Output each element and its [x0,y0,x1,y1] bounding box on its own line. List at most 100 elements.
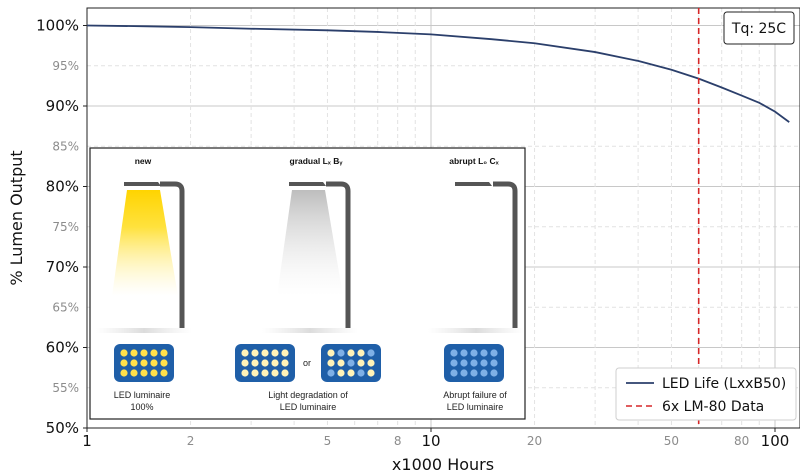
street-lamp-head [289,182,326,186]
inset-title-abrupt: abrupt L₀ Cₓ [449,156,499,166]
inset-caption-gradual-line1: Light degradation of [268,390,348,400]
led-dot [160,349,168,357]
led-dot [327,349,335,357]
x-tick-label-minor: 8 [394,434,402,448]
led-dot [490,349,498,357]
y-tick-label: 80% [46,178,79,196]
svg-text:Tq: 25C: Tq: 25C [731,21,786,37]
led-dot [480,369,488,377]
led-dot [160,369,168,377]
led-dot [271,349,279,357]
y-tick-label: 60% [46,339,79,357]
led-dots-partial [327,349,375,377]
led-dot [460,349,468,357]
led-dot [357,359,365,367]
led-dot [347,359,355,367]
led-dot [140,349,148,357]
street-lamp-pole [326,181,351,328]
led-dots-dimmed [241,349,289,377]
street-lamp-head [124,182,161,186]
led-dot [261,369,269,377]
led-dot [120,369,128,377]
led-dot [140,359,148,367]
inset-title-gradual: gradual Lₓ Bᵧ [290,156,344,166]
led-dot [327,359,335,367]
led-dot [271,359,279,367]
ground-line [96,328,192,333]
luminaire-inset: new LED luminaire 100% gradual Lₓ Bᵧ or … [89,147,526,420]
inset-caption-abrupt-line1: Abrupt failure of [443,390,507,400]
led-dot [150,359,158,367]
led-dot [460,369,468,377]
led-dot [337,349,345,357]
led-dot [241,359,249,367]
street-lamp-pole [160,181,185,328]
led-dot [470,369,478,377]
led-dot [261,349,269,357]
led-dots-off [450,349,498,377]
led-dot [140,369,148,377]
led-dot [450,369,458,377]
x-tick-label: 1 [82,432,92,450]
led-dot [357,369,365,377]
led-dot [337,359,345,367]
inset-title-new: new [135,156,152,166]
ground-line [428,328,524,333]
light-beam-degraded [277,190,343,296]
x-tick-label-minor: 5 [324,434,332,448]
led-dot [327,369,335,377]
led-dot [470,349,478,357]
led-dot [120,349,128,357]
series-line-led-life [87,24,790,123]
x-tick-label-minor: 50 [664,434,679,448]
led-dot [130,349,138,357]
inset-caption-new-line2: 100% [130,402,153,412]
y-tick-label-minor: 75% [52,220,79,234]
inset-panel-gradual: gradual Lₓ Bᵧ or Light degradation of LE… [235,156,381,412]
legend: LED Life (LxxB50) 6x LM-80 Data [615,367,797,421]
led-dot [460,359,468,367]
y-tick-label: 70% [46,258,79,276]
led-dot [357,349,365,357]
inset-caption-abrupt-line2: LED luminaire [447,402,504,412]
x-tick-label-minor: 20 [527,434,542,448]
y-tick-label-minor: 55% [52,381,79,395]
led-dot [347,369,355,377]
led-dot [337,369,345,377]
y-tick-label-minor: 65% [52,300,79,314]
inset-panel-new: new LED luminaire 100% [96,156,192,412]
led-dot [130,359,138,367]
ground-line [262,328,358,333]
plot-frame [86,7,800,429]
led-dot [490,359,498,367]
led-dot [281,359,289,367]
led-dot [480,349,488,357]
legend-label-lm80: 6x LM-80 Data [662,399,764,415]
led-dot [150,349,158,357]
y-tick-label: 50% [46,419,79,437]
led-dot [480,359,488,367]
led-dot [120,359,128,367]
x-tick-label-minor: 80 [734,434,749,448]
street-lamp-pole [493,181,518,328]
inset-panel-abrupt: abrupt L₀ Cₓ Abrupt failure of LED lumin… [428,156,524,412]
temperature-annotation: Tq: 25C [723,11,795,45]
led-dots-all-on [120,349,168,377]
led-dot [347,349,355,357]
led-dot [367,369,375,377]
x-tick-label: 100 [761,432,790,450]
x-axis-label: x1000 Hours [392,455,494,474]
legend-label-led-life: LED Life (LxxB50) [662,376,786,392]
led-dot [490,369,498,377]
led-dot [251,369,259,377]
led-dot [281,349,289,357]
led-dot [130,369,138,377]
y-axis-ticks: 100% 90% 80% 70% 60% 50% 95% 85% 75% 65% 55% [36,17,87,437]
led-dot [281,369,289,377]
x-axis-ticks: 1 10 100 2 5 8 20 50 80 [82,428,789,450]
led-dot [251,349,259,357]
led-dot [241,369,249,377]
led-dot [367,359,375,367]
led-dot [251,359,259,367]
